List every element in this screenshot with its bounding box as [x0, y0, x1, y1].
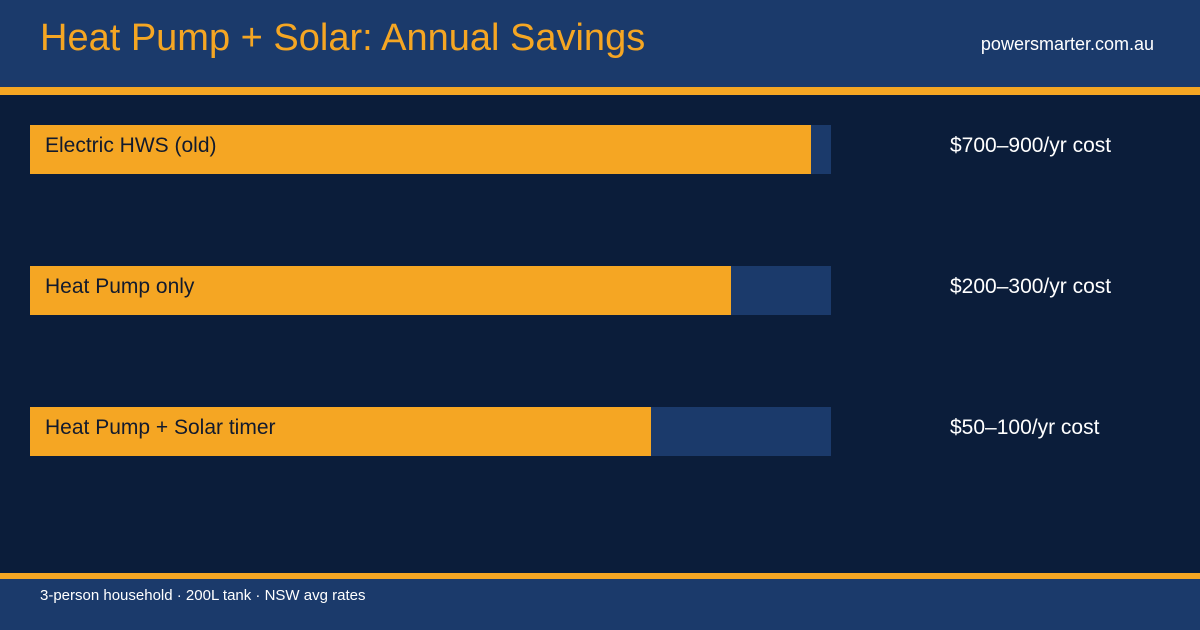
site-url: powersmarter.com.au [980, 34, 1154, 54]
footer-divider [0, 573, 1200, 579]
bar [30, 407, 651, 456]
footnote: 3-person household · 200L tank · NSW avg… [40, 587, 366, 604]
bar-label: Heat Pump only [45, 275, 195, 298]
bar-row: Electric HWS (old) $700–900/yr cost [0, 125, 1200, 174]
bar-track [30, 266, 831, 315]
value-label: $700–900/yr cost [950, 134, 1112, 157]
bar [30, 266, 731, 315]
value-label: $200–300/yr cost [950, 275, 1112, 298]
bar-row: Heat Pump only $200–300/yr cost [0, 266, 1200, 315]
bar-label: Electric HWS (old) [45, 134, 217, 157]
footer: 3-person household · 200L tank · NSW avg… [0, 579, 1200, 630]
bar-row: Heat Pump + Solar timer $50–100/yr cost [0, 407, 1200, 456]
header-divider [0, 87, 1200, 95]
value-label: $50–100/yr cost [950, 416, 1100, 439]
bar-label: Heat Pump + Solar timer [45, 416, 276, 439]
bar-track [30, 125, 831, 174]
bar-track [30, 407, 831, 456]
savings-bar-chart: Electric HWS (old) $700–900/yr cost Heat P… [0, 95, 1200, 573]
bar [30, 125, 811, 174]
header: Heat Pump + Solar: Annual Savings powers… [0, 0, 1200, 87]
page-title: Heat Pump + Solar: Annual Savings [40, 17, 646, 59]
